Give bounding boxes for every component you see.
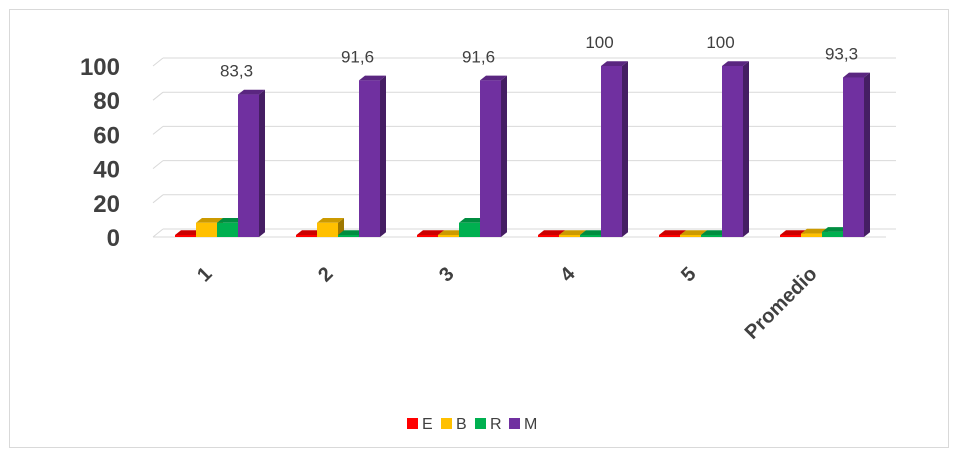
x-axis-ticks: 1 2 3 4 5 Promedio (193, 262, 821, 343)
x-tick-label: 4 (556, 262, 580, 286)
bar-top (701, 230, 728, 235)
y-tick-label: 60 (93, 122, 120, 149)
bar-b-1 (317, 222, 338, 237)
x-tick-label: 5 (677, 263, 700, 286)
y-tick-label: 20 (93, 191, 120, 218)
bar-r-5 (822, 231, 843, 237)
data-label: 100 (585, 33, 613, 52)
legend-label-m: M (524, 416, 537, 433)
legend-swatch-r (475, 418, 486, 429)
bar-m-5 (843, 77, 864, 237)
data-label: 91,6 (462, 47, 495, 66)
bar-e-2 (417, 235, 438, 237)
bar-side (259, 89, 265, 237)
bar-top (459, 218, 486, 223)
bar-side (864, 72, 870, 237)
bar-top (359, 75, 386, 81)
bar-top (680, 230, 707, 235)
bar-top (338, 230, 365, 235)
legend-swatch-b (441, 418, 452, 429)
data-label: 91,6 (341, 47, 374, 66)
bar-top (480, 75, 507, 81)
bar-top (538, 230, 565, 235)
bar-top (175, 230, 202, 235)
gridline-depth (152, 126, 164, 135)
data-label: 83,3 (220, 62, 253, 81)
bar-top (217, 218, 244, 223)
gridline-depth (152, 57, 164, 67)
legend-swatch-m (509, 418, 520, 429)
bar-side (622, 61, 628, 238)
x-tick-label: 1 (193, 263, 216, 286)
bar-e-5 (780, 235, 801, 237)
bar-top (238, 89, 265, 95)
bar-b-4 (680, 235, 701, 237)
x-tick-label: 2 (314, 263, 337, 286)
y-tick-label: 0 (107, 225, 120, 252)
bar-e-4 (659, 235, 680, 237)
bar-top (659, 230, 686, 235)
bar-side (743, 61, 749, 238)
gridline-depth (152, 160, 164, 169)
bar-top (801, 228, 828, 234)
x-tick-label: Promedio (741, 263, 822, 344)
bar-top (417, 230, 444, 235)
bar-top (580, 230, 607, 235)
gridline-depth (152, 194, 164, 204)
bars-layer (175, 61, 870, 238)
bar-b-0 (196, 222, 217, 237)
y-tick-label: 40 (93, 157, 120, 184)
bar-top (438, 230, 465, 235)
bar-r-3 (580, 235, 601, 237)
gridline-depth (152, 91, 164, 101)
bar-r-4 (701, 235, 722, 237)
bar-top (822, 227, 849, 232)
legend-label-e: E (422, 416, 433, 433)
bar-m-0 (238, 94, 259, 237)
data-label: 93,3 (825, 44, 858, 63)
bar-top (317, 218, 344, 223)
data-label: 100 (706, 33, 734, 52)
y-tick-label: 100 (80, 54, 120, 81)
legend-swatch-e (407, 418, 418, 429)
x-tick-label: 3 (435, 263, 458, 286)
legend-label-b: B (456, 416, 467, 433)
bar-r-2 (459, 222, 480, 237)
grid-layer (152, 57, 896, 238)
bar-top (780, 230, 807, 235)
bar-top (296, 230, 323, 235)
gridline-depth (152, 228, 164, 238)
bar-e-1 (296, 235, 317, 237)
bar-m-2 (480, 80, 501, 237)
legend-label-r: R (490, 416, 502, 433)
bar-r-1 (338, 235, 359, 237)
bar-top (559, 230, 586, 235)
bar-e-3 (538, 235, 559, 237)
bar-r-0 (217, 222, 238, 237)
bar-top (843, 72, 870, 78)
y-tick-label: 80 (93, 88, 120, 115)
bar-b-2 (438, 235, 459, 237)
bar-top (722, 61, 749, 66)
y-axis-ticks: 0 20 40 60 80 100 (80, 54, 120, 252)
bar-b-5 (801, 233, 822, 237)
bar-top (196, 218, 223, 223)
bar-e-0 (175, 235, 196, 237)
bar-m-3 (601, 66, 622, 237)
data-labels-layer: 83,3 91,6 91,6 100 100 93,3 (220, 33, 858, 81)
bar-side (501, 75, 507, 238)
bar-top (601, 61, 628, 66)
bar-m-4 (722, 66, 743, 237)
bar-side (380, 75, 386, 238)
bar-m-1 (359, 80, 380, 237)
bar-b-3 (559, 235, 580, 237)
